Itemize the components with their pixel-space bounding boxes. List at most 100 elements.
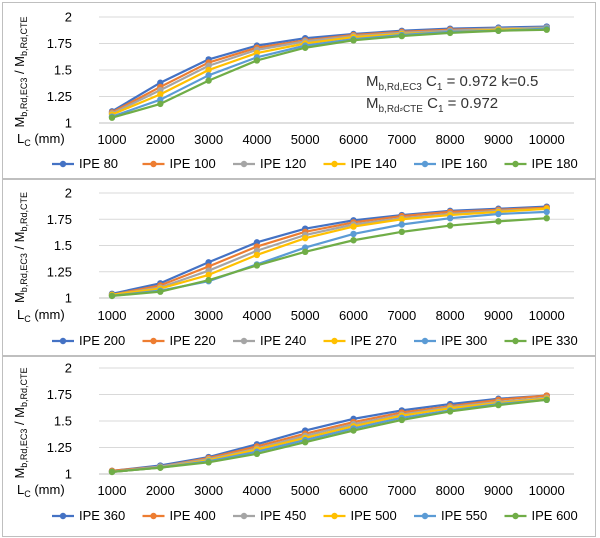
legend-label: IPE 200 <box>79 333 125 348</box>
legend-marker <box>421 337 429 345</box>
data-point <box>446 408 454 415</box>
y-tick-label: 1.5 <box>54 414 72 429</box>
x-tick-label: 8000 <box>436 308 465 323</box>
x-tick-label: 9000 <box>484 132 513 147</box>
x-axis-label: LC (mm) <box>17 307 65 324</box>
x-tick-label: 1000 <box>98 483 127 498</box>
data-point <box>205 77 212 84</box>
series-line-ipe-600 <box>111 398 547 473</box>
data-point <box>253 251 261 259</box>
chart-panel-1: 1 1.25 1.5 1.75 2 1000 2000 3000 4000 5000 6000 700… <box>2 2 596 179</box>
panel-border <box>2 356 596 537</box>
x-tick-label: 5000 <box>291 483 320 498</box>
legend-label: IPE 360 <box>79 508 125 523</box>
data-point <box>108 114 116 121</box>
x-tick-label: 8000 <box>436 132 465 147</box>
x-tick-label: 5000 <box>291 308 320 323</box>
y-axis-label: Mb,Rd,EC3 / Mb,Rd,CTE <box>12 192 29 303</box>
legend-label: IPE 220 <box>170 333 216 348</box>
x-tick-label: 10000 <box>529 132 565 147</box>
legend-marker <box>331 337 338 345</box>
data-point <box>398 416 405 424</box>
x-tick-label: 6000 <box>339 132 368 147</box>
x-tick-label: 3000 <box>194 483 223 498</box>
y-tick-label: 1.75 <box>47 212 72 227</box>
data-point <box>108 292 116 300</box>
legend-marker <box>150 160 157 168</box>
data-point <box>446 29 454 37</box>
x-tick-label: 6000 <box>339 483 368 498</box>
data-point <box>543 396 550 403</box>
legend-marker <box>240 337 248 345</box>
y-tick-label: 1 <box>65 291 72 306</box>
x-tick-label: 10000 <box>529 483 565 498</box>
legend-label: IPE 180 <box>532 156 578 171</box>
y-tick-label: 1.25 <box>47 89 72 104</box>
data-point <box>205 66 212 74</box>
x-tick-label: 3000 <box>194 308 223 323</box>
panel-border <box>2 179 596 356</box>
x-tick-label: 9000 <box>484 308 513 323</box>
data-point <box>446 215 454 222</box>
y-tick-label: 1.75 <box>47 387 72 402</box>
legend-marker <box>331 512 338 520</box>
x-tick-label: 7000 <box>387 132 416 147</box>
legend-marker <box>512 160 519 168</box>
data-point <box>205 276 212 284</box>
x-tick-label: 2000 <box>146 483 175 498</box>
data-point <box>495 218 502 225</box>
series-line-ipe-220 <box>111 206 547 296</box>
y-tick-label: 1 <box>65 467 72 482</box>
data-point <box>302 439 309 446</box>
y-tick-label: 2 <box>65 10 72 25</box>
y-tick-label: 1.75 <box>47 36 72 51</box>
data-point <box>398 32 405 40</box>
legend-label: IPE 140 <box>351 156 397 171</box>
legend-label: IPE 400 <box>170 508 216 523</box>
data-point <box>350 37 357 44</box>
data-point <box>157 100 164 108</box>
legend-label: IPE 550 <box>441 508 487 523</box>
data-point <box>157 91 164 98</box>
data-point <box>205 271 212 279</box>
x-tick-label: 8000 <box>436 483 465 498</box>
data-point <box>302 234 309 242</box>
chart-panel-2: 1 1.25 1.5 1.75 2 1000 2000 3000 4000 5000 6000 700… <box>2 179 596 356</box>
data-point <box>543 215 550 222</box>
data-point <box>543 26 550 33</box>
y-axis-label: Mb,Rd,EC3 / Mb,Rd,CTE <box>12 367 29 478</box>
data-point <box>205 72 212 79</box>
series-line-ipe-180 <box>111 28 547 119</box>
y-tick-label: 1.25 <box>47 440 72 455</box>
data-point <box>350 427 357 434</box>
legend-label: IPE 160 <box>441 156 487 171</box>
x-tick-label: 2000 <box>146 132 175 147</box>
data-point <box>543 208 550 216</box>
data-point <box>398 228 405 236</box>
data-point <box>302 44 309 51</box>
annotation-line-2: Mb,Rd⸗CTE C1 = 0.972 <box>366 95 498 115</box>
data-point <box>398 216 405 223</box>
x-tick-label: 4000 <box>242 308 271 323</box>
legend-marker <box>421 512 429 520</box>
chart-panel-3: 1 1.25 1.5 1.75 2 1000 2000 3000 4000 5000 6000 700… <box>2 356 596 537</box>
legend-marker <box>331 160 338 168</box>
legend-marker <box>150 512 157 520</box>
data-point <box>350 223 357 230</box>
data-point <box>446 222 454 229</box>
legend-marker <box>421 160 429 168</box>
x-tick-label: 6000 <box>339 308 368 323</box>
x-tick-label: 10000 <box>529 308 565 323</box>
x-tick-label: 3000 <box>194 132 223 147</box>
legend-label: IPE 330 <box>532 333 578 348</box>
x-tick-label: 1000 <box>98 308 127 323</box>
data-point <box>205 459 212 466</box>
x-tick-label: 4000 <box>242 483 271 498</box>
y-tick-label: 1.5 <box>54 63 72 78</box>
legend-label: IPE 450 <box>260 508 306 523</box>
y-axis-label: Mb,Rd,EC3 / Mb,Rd,CTE <box>12 16 29 127</box>
legend-marker <box>150 337 157 345</box>
data-point <box>253 262 261 269</box>
y-tick-label: 2 <box>65 361 72 376</box>
